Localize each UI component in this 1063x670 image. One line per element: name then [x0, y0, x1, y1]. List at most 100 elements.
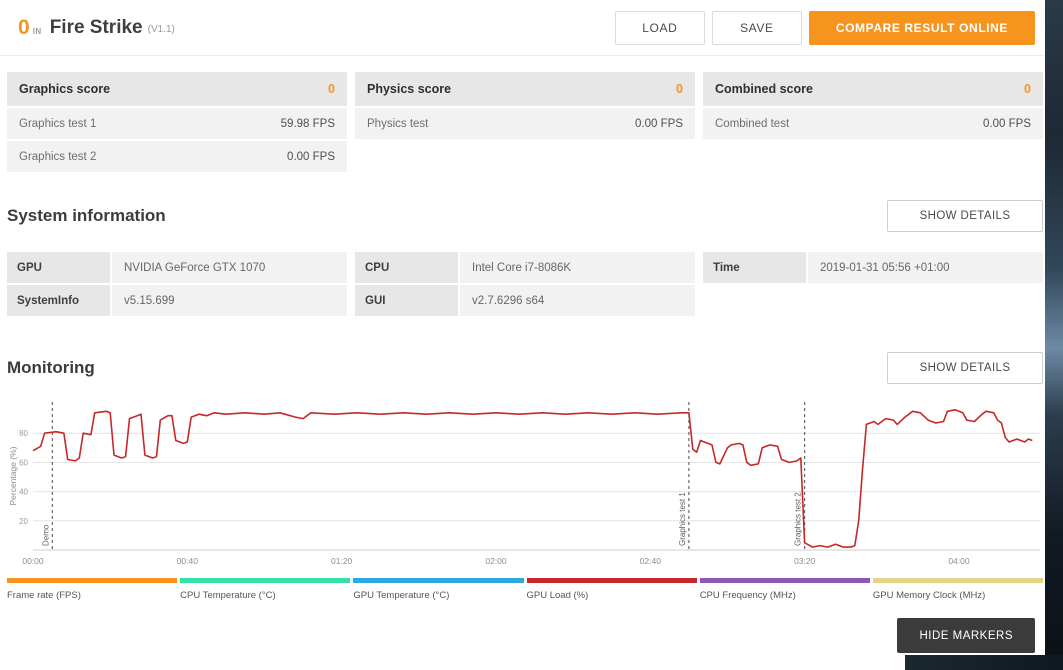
test-label: Combined test: [715, 117, 790, 130]
page-title: Fire Strike: [49, 16, 143, 38]
legend-label: CPU Temperature (°C): [180, 590, 276, 601]
sysinfo-label: CPU: [355, 252, 458, 283]
hide-markers-row: HIDE MARKERS: [0, 618, 1035, 653]
score-title: Physics score: [367, 82, 452, 96]
test-value: 0.00 FPS: [983, 117, 1031, 130]
sysinfo-label: Time: [703, 252, 806, 283]
combined-score-panel: Combined score 0 Combined test 0.00 FPS: [703, 72, 1043, 172]
score-value: 0: [676, 82, 683, 96]
svg-text:00:40: 00:40: [177, 556, 199, 566]
test-label: Graphics test 2: [19, 150, 97, 163]
sysinfo-label: SystemInfo: [7, 285, 110, 316]
physics-score-panel: Physics score 0 Physics test 0.00 FPS: [355, 72, 695, 172]
svg-text:04:00: 04:00: [948, 556, 970, 566]
svg-text:02:00: 02:00: [485, 556, 507, 566]
score-title: Combined score: [715, 82, 813, 96]
legend-color-bar: [872, 578, 1044, 583]
svg-text:20: 20: [19, 517, 28, 526]
svg-text:00:00: 00:00: [22, 556, 44, 566]
header: 0 IN Fire Strike (V1.1) LOAD SAVE COMPAR…: [0, 0, 1045, 56]
benchmark-title-group: 0 IN Fire Strike (V1.1): [18, 16, 175, 40]
legend-color-bar: [7, 578, 178, 583]
svg-text:60: 60: [19, 458, 28, 467]
svg-text:Percentage (%): Percentage (%): [8, 446, 18, 505]
compare-result-online-button[interactable]: COMPARE RESULT ONLINE: [808, 10, 1035, 45]
monitoring-chart-svg: 20 40 60 80 00:00 00:40 01:20 02:00 02:40 03:20 04…: [8, 402, 1040, 566]
header-buttons: LOAD SAVE COMPARE RESULT ONLINE: [614, 10, 1035, 45]
monitoring-chart: 20 40 60 80 00:00 00:40 01:20 02:00 02:40 03:20 04…: [7, 398, 1043, 570]
overall-score: 0: [18, 15, 30, 39]
chart-legend: Frame rate (FPS) CPU Temperature (°C) GP…: [7, 578, 1044, 601]
svg-text:Graphics test 2: Graphics test 2: [794, 492, 803, 546]
table-row: GUI v2.7.6296 s64: [355, 285, 695, 316]
legend-item: Frame rate (FPS): [7, 578, 178, 601]
graphics-score-header: Graphics score 0: [7, 72, 347, 106]
svg-text:03:20: 03:20: [794, 556, 816, 566]
desktop-background-corner: [905, 655, 1063, 670]
svg-text:02:40: 02:40: [640, 556, 662, 566]
scores-row: Graphics score 0 Graphics test 1 59.98 F…: [7, 72, 1043, 172]
score-value: 0: [328, 82, 335, 96]
hide-markers-button[interactable]: HIDE MARKERS: [897, 618, 1035, 653]
score-value: 0: [1024, 82, 1031, 96]
monitoring-header: Monitoring SHOW DETAILS: [7, 352, 1043, 384]
svg-text:80: 80: [19, 429, 28, 438]
legend-label: CPU Frequency (MHz): [699, 590, 796, 601]
legend-label: GPU Load (%): [526, 590, 589, 601]
test-value: 59.98 FPS: [280, 117, 335, 130]
table-row: GPU NVIDIA GeForce GTX 1070: [7, 252, 347, 283]
system-information-header: System information SHOW DETAILS: [7, 200, 1043, 232]
save-button[interactable]: SAVE: [711, 10, 802, 45]
test-label: Physics test: [367, 117, 429, 130]
sysinfo-value: NVIDIA GeForce GTX 1070: [112, 252, 347, 283]
legend-label: GPU Memory Clock (MHz): [872, 590, 986, 601]
legend-color-bar: [699, 578, 870, 583]
legend-label: Frame rate (FPS): [7, 590, 81, 601]
sysinfo-label: GUI: [355, 285, 458, 316]
table-row: SystemInfo v5.15.699: [7, 285, 347, 316]
sysinfo-column: GPU NVIDIA GeForce GTX 1070 SystemInfo v…: [7, 252, 347, 316]
test-value: 0.00 FPS: [287, 150, 335, 163]
legend-item: CPU Temperature (°C): [180, 578, 351, 601]
load-button[interactable]: LOAD: [614, 10, 705, 45]
system-show-details-button[interactable]: SHOW DETAILS: [887, 200, 1043, 232]
sysinfo-column: Time 2019-01-31 05:56 +01:00: [703, 252, 1043, 316]
combined-score-header: Combined score 0: [703, 72, 1043, 106]
svg-text:01:20: 01:20: [331, 556, 353, 566]
sysinfo-value: v2.7.6296 s64: [460, 285, 695, 316]
graphics-score-panel: Graphics score 0 Graphics test 1 59.98 F…: [7, 72, 347, 172]
legend-item: GPU Load (%): [526, 578, 697, 601]
desktop-background-strip: [1045, 0, 1063, 670]
score-unit: IN: [32, 26, 42, 36]
physics-score-header: Physics score 0: [355, 72, 695, 106]
sysinfo-value: Intel Core i7-8086K: [460, 252, 695, 283]
table-row: Time 2019-01-31 05:56 +01:00: [703, 252, 1043, 283]
sysinfo-label: GPU: [7, 252, 110, 283]
svg-text:40: 40: [19, 488, 28, 497]
legend-color-bar: [180, 578, 351, 583]
legend-label: GPU Temperature (°C): [353, 590, 450, 601]
monitoring-show-details-button[interactable]: SHOW DETAILS: [887, 352, 1043, 384]
legend-color-bar: [353, 578, 524, 583]
test-value: 0.00 FPS: [635, 117, 683, 130]
system-information-title: System information: [7, 206, 166, 225]
monitoring-title: Monitoring: [7, 358, 95, 377]
sysinfo-value: 2019-01-31 05:56 +01:00: [808, 252, 1043, 283]
sysinfo-value: v5.15.699: [112, 285, 347, 316]
test-label: Graphics test 1: [19, 117, 97, 130]
svg-text:Graphics test 1: Graphics test 1: [678, 492, 687, 546]
sysinfo-column: CPU Intel Core i7-8086K GUI v2.7.6296 s6…: [355, 252, 695, 316]
table-row: Combined test 0.00 FPS: [703, 108, 1043, 139]
benchmark-version: (V1.1): [147, 24, 175, 35]
system-information-table: GPU NVIDIA GeForce GTX 1070 SystemInfo v…: [7, 252, 1043, 316]
svg-text:Demo: Demo: [41, 524, 50, 546]
table-row: Graphics test 1 59.98 FPS: [7, 108, 347, 139]
legend-color-bar: [526, 578, 697, 583]
legend-item: GPU Memory Clock (MHz): [872, 578, 1044, 601]
table-row: Graphics test 2 0.00 FPS: [7, 141, 347, 172]
score-title: Graphics score: [19, 82, 111, 96]
legend-item: CPU Frequency (MHz): [699, 578, 870, 601]
table-row: Physics test 0.00 FPS: [355, 108, 695, 139]
legend-item: GPU Temperature (°C): [353, 578, 524, 601]
